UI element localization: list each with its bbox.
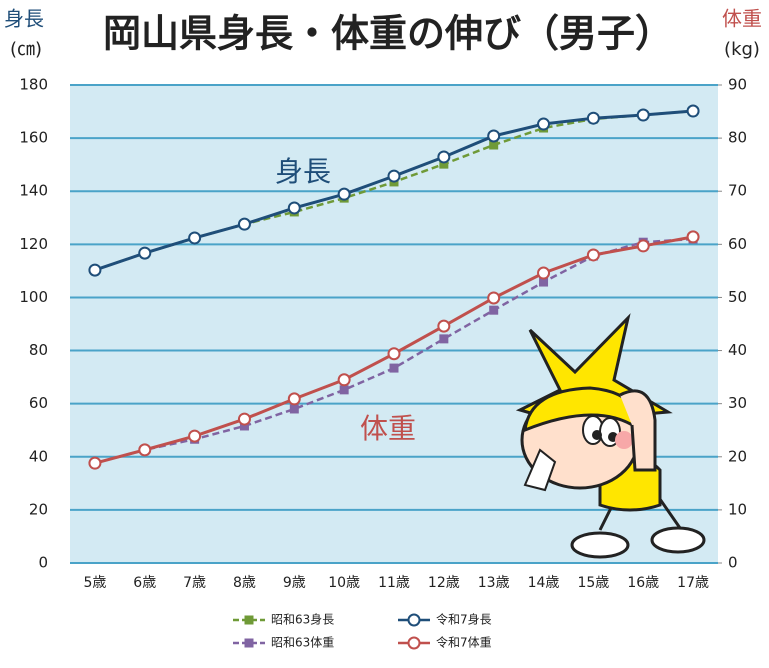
y-axis-unit: (㎝): [10, 39, 42, 60]
y2-tick-label: 70: [728, 182, 747, 200]
x-tick-label: 12歳: [428, 575, 460, 591]
y-tick-label: 20: [29, 500, 48, 518]
x-tick-label: 10歳: [328, 575, 360, 591]
x-tick-label: 8歳: [233, 575, 256, 591]
marker: [586, 248, 600, 262]
mascot: [515, 313, 706, 559]
marker: [289, 404, 299, 414]
x-tick-label: 13歳: [478, 575, 510, 591]
marker: [439, 159, 449, 169]
marker: [537, 266, 551, 280]
marker: [636, 108, 650, 122]
marker: [339, 385, 349, 395]
annotation: 体重: [360, 412, 416, 445]
marker: [389, 363, 399, 373]
y2-axis-unit: (kg): [724, 39, 760, 60]
legend-label: 令和7体重: [436, 635, 492, 650]
marker: [387, 347, 401, 361]
y2-tick-label: 60: [728, 235, 747, 253]
y-tick-label: 140: [19, 182, 48, 200]
y-axis-label: 身長: [4, 7, 44, 31]
marker: [337, 373, 351, 387]
marker: [237, 217, 251, 231]
marker: [489, 140, 499, 150]
marker: [88, 263, 102, 277]
marker: [686, 230, 700, 244]
marker: [586, 111, 600, 125]
y2-tick-label: 20: [728, 447, 747, 465]
legend-label: 昭和63体重: [271, 636, 334, 650]
marker: [539, 277, 549, 287]
x-tick-label: 7歳: [183, 575, 206, 591]
marker: [138, 246, 152, 260]
y-tick-label: 40: [29, 447, 48, 465]
marker: [188, 231, 202, 245]
x-tick-label: 11歳: [378, 575, 410, 591]
legend-label: 令和7身長: [436, 612, 492, 627]
marker: [287, 201, 301, 215]
marker: [636, 239, 650, 253]
y2-tick-label: 10: [728, 500, 747, 518]
legend-label: 昭和63身長: [271, 612, 334, 627]
marker: [287, 392, 301, 406]
x-tick-label: 6歳: [133, 575, 156, 591]
y2-axis-label: 体重: [722, 7, 762, 31]
marker: [237, 412, 251, 426]
y-tick-label: 100: [19, 288, 48, 306]
marker: [489, 305, 499, 315]
marker: [437, 319, 451, 333]
x-tick-label: 17歳: [677, 575, 709, 591]
x-tick-label: 16歳: [627, 575, 659, 591]
chart-title: 岡山県身長・体重の伸び（男子）: [103, 12, 673, 56]
marker: [387, 169, 401, 183]
y-tick-label: 0: [38, 554, 48, 572]
y2-tick-label: 40: [728, 341, 747, 359]
marker: [437, 150, 451, 164]
x-tick-label: 9歳: [283, 575, 306, 591]
marker: [407, 636, 421, 650]
x-tick-label: 5歳: [83, 575, 106, 591]
y-tick-label: 80: [29, 341, 48, 359]
marker: [407, 613, 421, 627]
x-tick-label: 15歳: [577, 575, 609, 591]
marker: [88, 456, 102, 470]
marker: [337, 187, 351, 201]
y2-tick-label: 80: [728, 129, 747, 147]
y2-tick-label: 0: [728, 554, 738, 572]
marker: [439, 334, 449, 344]
x-tick-label: 14歳: [528, 575, 560, 591]
y-tick-label: 60: [29, 394, 48, 412]
marker: [244, 638, 254, 648]
marker: [686, 104, 700, 118]
marker: [487, 129, 501, 143]
marker: [487, 291, 501, 305]
y-tick-label: 120: [19, 235, 48, 253]
y-tick-label: 160: [19, 129, 48, 147]
marker: [188, 429, 202, 443]
y2-tick-label: 30: [728, 394, 747, 412]
y-tick-label: 180: [19, 76, 48, 94]
y2-tick-label: 50: [728, 288, 747, 306]
marker: [244, 615, 254, 625]
annotation: 身長: [275, 155, 331, 188]
marker: [138, 443, 152, 457]
marker: [239, 421, 249, 431]
y2-tick-label: 90: [728, 76, 747, 94]
marker: [537, 117, 551, 131]
